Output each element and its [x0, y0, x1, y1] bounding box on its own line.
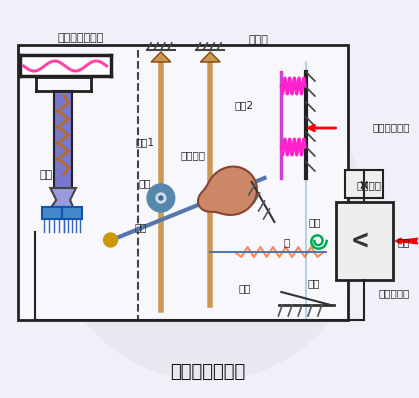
Text: 气动阀门定位器: 气动阀门定位器: [170, 363, 245, 381]
Bar: [62, 207, 82, 219]
Polygon shape: [50, 188, 76, 207]
Text: 滚轮: 滚轮: [139, 178, 151, 188]
Text: 气动放大器: 气动放大器: [378, 288, 410, 298]
Circle shape: [159, 196, 163, 200]
Text: 恒节流孔: 恒节流孔: [357, 180, 382, 190]
Bar: [18, 45, 349, 320]
Circle shape: [156, 193, 166, 203]
Text: 平板: 平板: [40, 170, 53, 180]
Bar: [21, 56, 109, 75]
Text: 气动薄膜调节阀: 气动薄膜调节阀: [58, 33, 104, 43]
Polygon shape: [198, 167, 257, 215]
Bar: [336, 202, 393, 280]
Circle shape: [103, 233, 117, 247]
Text: 气源: 气源: [397, 237, 410, 247]
Circle shape: [147, 184, 175, 212]
Bar: [55, 91, 72, 188]
Polygon shape: [151, 52, 171, 62]
Text: 弹簧: 弹簧: [238, 283, 251, 293]
Text: <: <: [352, 227, 369, 255]
Text: 压力信号输入: 压力信号输入: [372, 122, 410, 132]
Text: 喷嘴: 喷嘴: [308, 217, 321, 227]
Bar: [346, 170, 383, 198]
Polygon shape: [200, 52, 220, 62]
Text: 波纹管: 波纹管: [248, 35, 269, 45]
Text: 挡板: 挡板: [308, 278, 320, 288]
Bar: [42, 207, 62, 219]
Text: 摞杆: 摞杆: [135, 222, 147, 232]
Text: 轴: 轴: [283, 237, 290, 247]
Text: 杠杆1: 杠杆1: [135, 137, 155, 147]
Circle shape: [49, 60, 365, 380]
Text: 杠杆2: 杠杆2: [234, 100, 253, 110]
Text: 偏心凸轮: 偏心凸轮: [181, 150, 206, 160]
